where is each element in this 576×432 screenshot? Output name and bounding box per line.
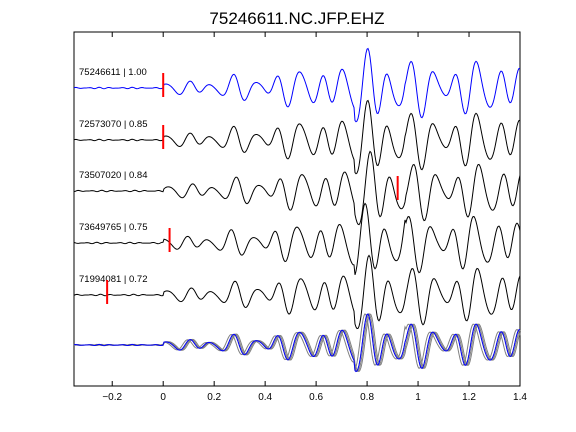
axes-box — [73, 31, 521, 387]
trace-label-71994081: 71994081 | 0.72 — [79, 274, 148, 285]
x-tick-label: 1.2 — [462, 392, 476, 403]
trace-label-73507020: 73507020 | 0.84 — [79, 170, 148, 181]
trace-line-72573070 — [73, 99, 521, 175]
x-tick-label: 0.6 — [309, 392, 323, 403]
overlay-master-trace — [73, 313, 521, 373]
overlay-stack — [73, 313, 521, 373]
x-ticks: −0.2 0 0.2 0.4 0.6 0.8 1 1.2 1.4 — [102, 32, 527, 403]
x-tick-label: 0.2 — [207, 392, 221, 403]
trace-line-73507020 — [73, 150, 521, 226]
pick-markers — [106, 73, 399, 304]
x-tick-label: 0 — [160, 392, 166, 403]
trace-labels: 75246611 | 1.00 72573070 | 0.85 73507020 |… — [79, 67, 148, 285]
trace-label-75246611: 75246611 | 1.00 — [79, 67, 147, 78]
x-tick-label: −0.2 — [102, 392, 122, 403]
trace-stack — [73, 47, 521, 330]
x-tick-label: 0.4 — [258, 392, 272, 403]
chart-title: 75246611.NC.JFP.EHZ — [209, 9, 384, 28]
trace-label-72573070: 72573070 | 0.85 — [79, 119, 148, 130]
x-tick-label: 1.4 — [513, 392, 527, 403]
trace-line-75246611 — [73, 47, 521, 123]
x-tick-label: 0.8 — [360, 392, 374, 403]
trace-line-73649765 — [73, 202, 521, 275]
trace-label-73649765: 73649765 | 0.75 — [79, 222, 148, 233]
x-tick-label: 1 — [415, 392, 421, 403]
trace-line-71994081 — [73, 254, 521, 330]
overlay-trace-73507020 — [73, 313, 521, 372]
